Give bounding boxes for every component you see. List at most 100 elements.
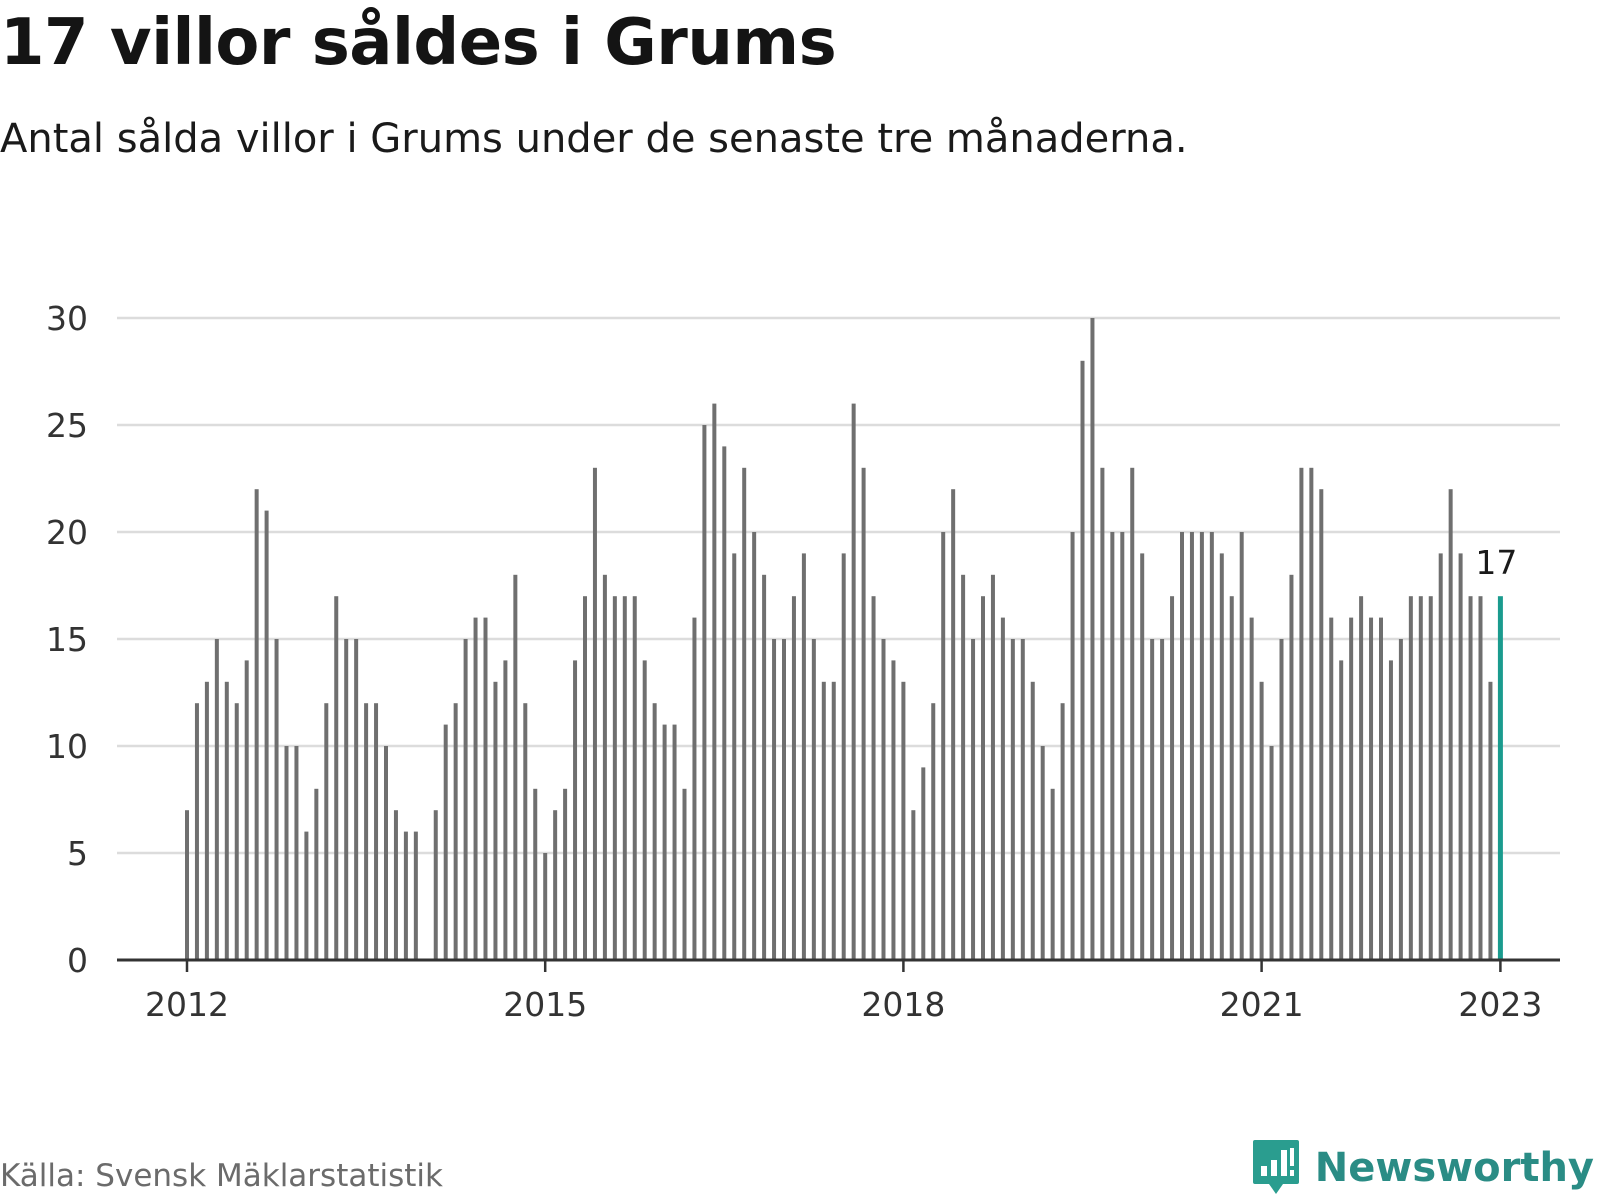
- bar: [1100, 467, 1105, 960]
- bar: [901, 681, 906, 960]
- x-tick-label: 2012: [145, 985, 229, 1024]
- bar: [1369, 617, 1374, 960]
- bar: [1120, 532, 1125, 960]
- bar: [1110, 532, 1115, 960]
- newsworthy-logo-icon: [1252, 1140, 1299, 1194]
- gridlines: [117, 316, 1560, 855]
- bar: [652, 703, 657, 960]
- bar: [881, 639, 886, 960]
- y-tick-label: 0: [67, 941, 88, 980]
- bar: [1448, 489, 1453, 960]
- bar: [1418, 596, 1423, 960]
- brand: Newsworthy: [1251, 1138, 1594, 1198]
- bar: [384, 746, 388, 960]
- brand-name: Newsworthy: [1314, 1145, 1594, 1191]
- bar: [513, 574, 518, 960]
- bar: [224, 681, 229, 960]
- bar: [772, 639, 777, 960]
- bar: [921, 767, 926, 960]
- bar: [204, 681, 209, 960]
- bar: [612, 596, 617, 960]
- bar-highlight: [1497, 596, 1503, 960]
- bar: [453, 703, 458, 960]
- chart-title: 17 villor såldes i Grums: [0, 6, 837, 80]
- bar: [742, 467, 747, 960]
- bar: [722, 446, 727, 960]
- bar: [1289, 574, 1294, 960]
- bar: [433, 810, 438, 960]
- bar: [990, 574, 995, 960]
- bar: [1229, 596, 1234, 960]
- bar: [1030, 681, 1035, 960]
- bar: [1090, 318, 1095, 960]
- bar: [1010, 639, 1015, 960]
- bar: [971, 639, 976, 960]
- bar: [1488, 681, 1493, 960]
- bar: [403, 831, 408, 960]
- bar: [672, 724, 677, 960]
- bar: [374, 703, 379, 960]
- bar: [1170, 596, 1175, 960]
- bar: [1070, 532, 1075, 960]
- bar: [961, 574, 966, 960]
- bar: [871, 596, 876, 960]
- x-tick-label: 2023: [1458, 985, 1542, 1024]
- bar: [622, 596, 627, 960]
- x-tick-label: 2015: [503, 985, 587, 1024]
- x-tick-label: 2021: [1220, 985, 1304, 1024]
- bar: [662, 724, 667, 960]
- bar: [563, 788, 568, 960]
- bar: [1349, 617, 1354, 960]
- bar: [344, 639, 349, 960]
- bar: [214, 639, 219, 960]
- y-tick-label: 25: [46, 406, 88, 445]
- bar: [493, 681, 498, 960]
- bar: [791, 596, 796, 960]
- bar: [234, 703, 239, 960]
- bar: [1319, 489, 1324, 960]
- bar: [592, 467, 597, 960]
- bar: [821, 681, 826, 960]
- bar: [1140, 553, 1145, 960]
- bar: [1438, 553, 1443, 960]
- bar: [682, 788, 687, 960]
- bar: [1408, 596, 1413, 960]
- bar: [354, 639, 359, 960]
- y-tick-label: 5: [67, 834, 88, 873]
- bar: [364, 703, 369, 960]
- bar: [1468, 596, 1473, 960]
- bar: [523, 703, 528, 960]
- x-axis-ticks: 2012 2015 2018 2021 2023: [145, 960, 1542, 1024]
- bar: [473, 617, 478, 960]
- bar: [1339, 660, 1344, 960]
- y-tick-label: 10: [46, 727, 88, 766]
- bar: [543, 853, 548, 960]
- bar: [413, 831, 418, 960]
- bar: [393, 810, 398, 960]
- bar: [1379, 617, 1383, 960]
- bar: [1000, 617, 1005, 960]
- bar: [284, 746, 289, 960]
- bar: [274, 639, 279, 960]
- bar: [1080, 360, 1085, 960]
- bar: [1150, 639, 1155, 960]
- bar: [573, 660, 578, 960]
- bar: [1398, 639, 1403, 960]
- highlight-value-label: 17: [1475, 543, 1517, 582]
- bar: [831, 681, 836, 960]
- bar: [782, 639, 786, 960]
- bar: [692, 617, 697, 960]
- bar: [1359, 596, 1364, 960]
- bar: [911, 810, 916, 960]
- bar: [443, 724, 448, 960]
- bar: [981, 596, 985, 960]
- bar: [602, 574, 607, 960]
- bar: [1428, 596, 1433, 960]
- bar: [294, 746, 299, 960]
- bar: [941, 532, 946, 960]
- bar: [583, 596, 587, 960]
- bar: [1249, 617, 1254, 960]
- bar: [503, 660, 508, 960]
- bar: [264, 510, 269, 960]
- bar: [1279, 639, 1284, 960]
